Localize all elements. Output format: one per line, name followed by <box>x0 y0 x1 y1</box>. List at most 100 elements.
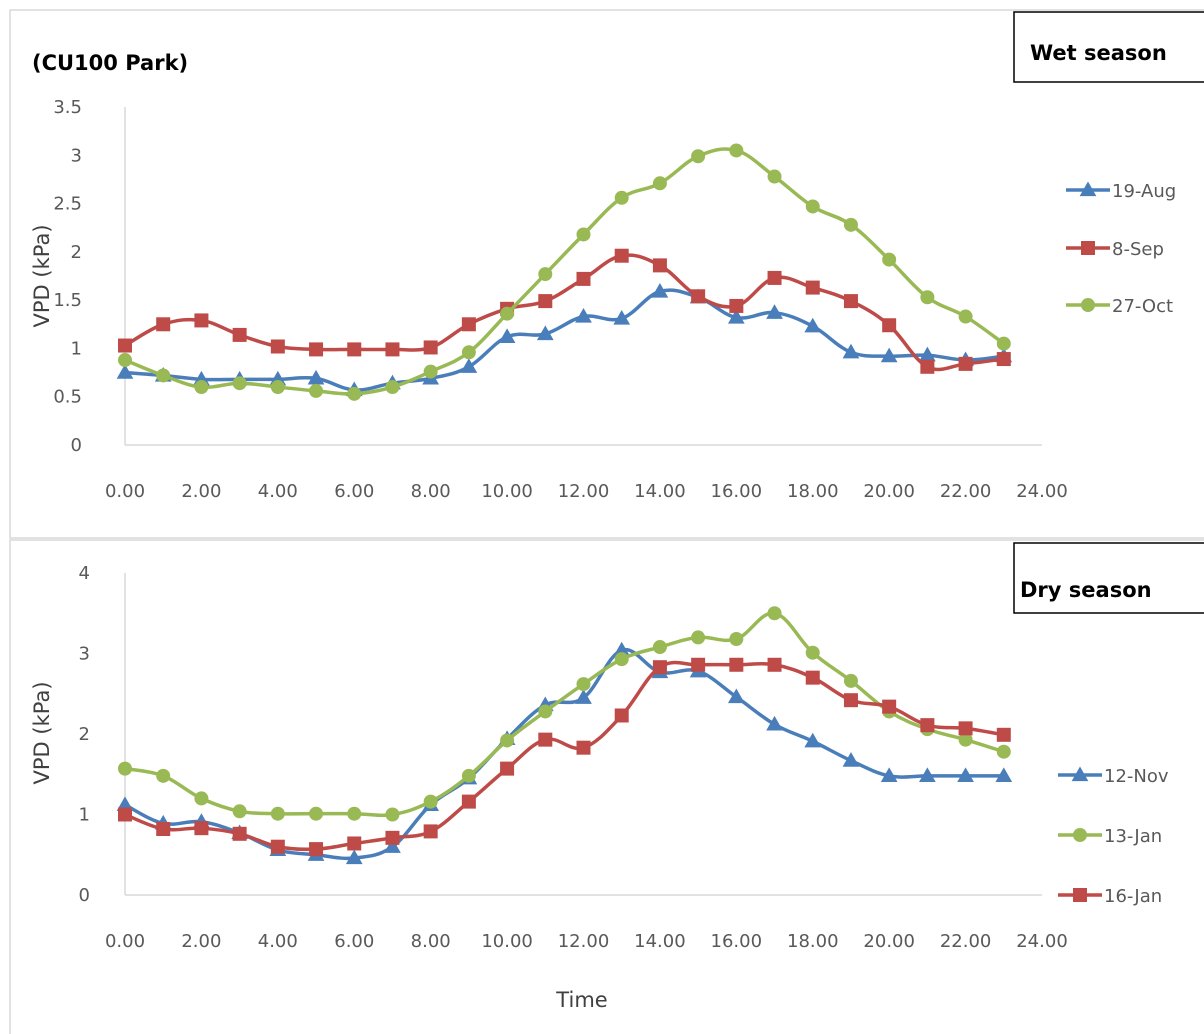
dry-data-point <box>309 806 324 821</box>
wet-x-tick: 22.00 <box>940 481 992 502</box>
legend-marker <box>1071 766 1089 782</box>
wet-legend: 19-Aug 8-Sep 27-Oct <box>1066 181 1176 317</box>
dry-x-tick: 8.00 <box>411 931 451 952</box>
dry-data-point <box>347 836 362 851</box>
dry-data-point <box>995 767 1013 782</box>
dry-data-point <box>270 839 285 854</box>
wet-data-point <box>843 294 858 309</box>
wet-data-point <box>843 217 858 232</box>
wet-data-point <box>423 340 438 355</box>
dry-x-tick: 22.00 <box>940 931 992 952</box>
dry-data-point <box>882 699 897 714</box>
wet-data-point <box>691 289 706 304</box>
wet-x-ticks: 0.00 2.00 4.00 6.00 8.00 10.00 12.00 14.… <box>105 481 1068 502</box>
wet-data-point <box>385 342 400 357</box>
wet-y-tick: 2 <box>71 242 82 263</box>
wet-data-point <box>920 359 935 374</box>
dry-x-tick: 0.00 <box>105 931 145 952</box>
legend-item-wet-2: 27-Oct <box>1066 296 1173 317</box>
dry-data-point <box>727 688 745 704</box>
wet-data-point <box>461 317 476 332</box>
dry-data-point <box>843 673 858 688</box>
dry-data-point <box>500 761 515 776</box>
dry-data-point <box>347 806 362 821</box>
wet-y-tick: 1.5 <box>53 290 82 311</box>
dry-data-point <box>575 689 592 704</box>
dry-data-point <box>118 761 132 776</box>
wet-plot-area <box>116 143 1013 401</box>
legend-item-wet-1: 8-Sep <box>1066 239 1164 260</box>
dry-data-point <box>194 821 209 836</box>
dry-data-point <box>729 657 744 672</box>
wet-data-point <box>729 298 744 313</box>
legend-item-dry-1: 13-Jan <box>1058 826 1162 847</box>
legend-label: 12-Nov <box>1104 766 1169 787</box>
wet-x-tick: 6.00 <box>334 481 374 502</box>
wet-panel-frame <box>9 9 1204 539</box>
wet-data-point <box>309 342 324 357</box>
wet-data-point <box>156 317 171 332</box>
wet-y-tick: 3 <box>71 145 82 166</box>
dry-plot-area <box>116 606 1013 865</box>
dry-data-point <box>919 767 936 782</box>
wet-y-tick: 2.5 <box>53 194 82 215</box>
legend-marker <box>1079 181 1097 197</box>
wet-series-1 <box>118 248 1011 374</box>
dry-y-axis-title: VPD (kPa) <box>30 681 54 784</box>
dry-data-point <box>194 791 209 806</box>
wet-data-point <box>576 227 591 242</box>
wet-data-point <box>118 338 132 353</box>
dry-x-ticks: 0.00 2.00 4.00 6.00 8.00 10.00 12.00 14.… <box>105 931 1068 952</box>
wet-data-point <box>538 294 553 309</box>
legend-label: 16-Jan <box>1104 886 1162 907</box>
wet-data-point <box>347 342 362 357</box>
dry-data-point <box>767 657 782 672</box>
dry-x-tick: 24.00 <box>1016 931 1068 952</box>
dry-data-point <box>232 804 247 819</box>
wet-data-point <box>500 306 515 321</box>
wet-data-point <box>194 380 209 395</box>
dry-data-point <box>805 670 820 685</box>
wet-data-point <box>116 364 134 379</box>
wet-y-tick: 0.5 <box>53 387 82 408</box>
dry-data-point <box>156 768 171 783</box>
wet-y-tick: 3.5 <box>53 97 82 118</box>
dry-x-tick: 16.00 <box>711 931 763 952</box>
legend-marker <box>1081 241 1095 255</box>
wet-x-tick: 12.00 <box>558 481 610 502</box>
dry-data-point <box>385 807 400 822</box>
wet-data-point <box>538 267 553 282</box>
wet-data-point <box>194 313 209 328</box>
wet-x-tick: 2.00 <box>181 481 221 502</box>
wet-x-tick: 0.00 <box>105 481 145 502</box>
legend-label: 13-Jan <box>1104 826 1162 847</box>
dry-data-point <box>232 826 247 841</box>
dry-data-point <box>691 630 706 645</box>
wet-x-tick: 14.00 <box>634 481 686 502</box>
dry-data-point <box>842 752 860 767</box>
dry-season-box <box>1013 542 1204 614</box>
dry-data-point <box>958 721 973 736</box>
wet-data-point <box>804 317 822 333</box>
wet-x-tick: 18.00 <box>787 481 839 502</box>
dry-data-point <box>652 660 667 675</box>
wet-data-point <box>882 318 897 333</box>
wet-x-tick: 16.00 <box>711 481 763 502</box>
wet-data-point <box>651 282 669 298</box>
dry-series-1 <box>118 606 1011 822</box>
wet-data-point <box>880 347 898 363</box>
legend-label: 19-Aug <box>1112 181 1176 202</box>
legend-label: 8-Sep <box>1112 239 1164 260</box>
dry-x-axis-title: Time <box>555 988 607 1012</box>
dry-season-label: Dry season <box>1020 578 1152 602</box>
wet-y-tick: 1 <box>71 338 82 359</box>
dry-x-tick: 18.00 <box>787 931 839 952</box>
wet-x-tick: 10.00 <box>481 481 533 502</box>
wet-data-point <box>309 383 324 398</box>
legend-marker <box>1073 828 1087 842</box>
wet-data-point <box>767 169 782 184</box>
dry-x-tick: 14.00 <box>634 931 686 952</box>
wet-x-tick: 8.00 <box>411 481 451 502</box>
dry-x-tick: 10.00 <box>481 931 533 952</box>
dry-data-point <box>614 708 629 723</box>
